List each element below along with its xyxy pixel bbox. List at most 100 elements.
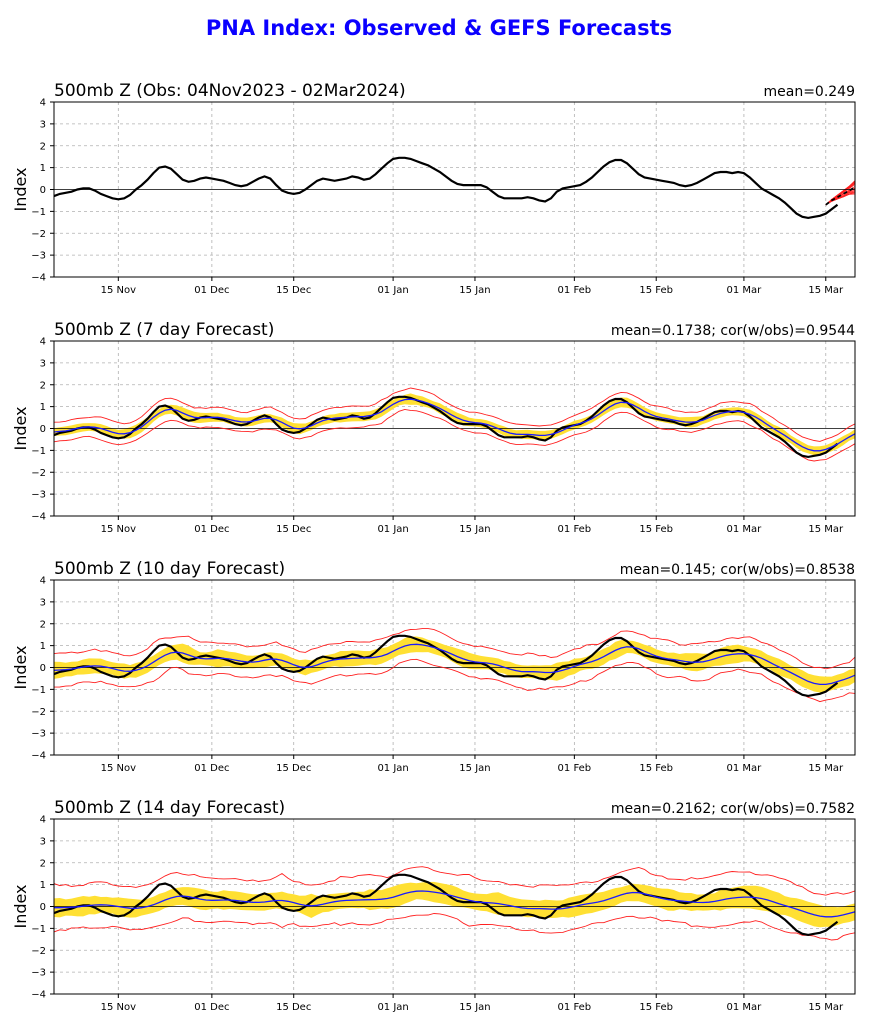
y-tick-label: −4 xyxy=(31,751,46,762)
x-tick-label: 15 Mar xyxy=(808,285,844,296)
y-axis-label: Index xyxy=(11,645,30,689)
x-tick-label: 01 Mar xyxy=(727,763,763,774)
x-tick-label: 15 Mar xyxy=(808,524,844,535)
x-tick-label: 01 Mar xyxy=(727,524,763,535)
panel-title: 500mb Z (Obs: 04Nov2023 - 02Mar2024) xyxy=(54,81,406,101)
y-tick-label: 0 xyxy=(40,185,46,196)
x-tick-label: 15 Jan xyxy=(459,285,490,296)
x-tick-label: 01 Feb xyxy=(558,763,592,774)
observed-line xyxy=(54,634,839,698)
x-tick-label: 15 Feb xyxy=(639,1002,673,1013)
x-tick-label: 01 Jan xyxy=(377,285,408,296)
x-tick-label: 15 Nov xyxy=(101,524,137,535)
x-tick-label: 01 Dec xyxy=(194,1002,229,1013)
ensemble-member-line xyxy=(825,180,855,206)
upper-extreme-line xyxy=(54,866,855,896)
main-title: PNA Index: Observed & GEFS Forecasts xyxy=(205,16,673,40)
y-tick-label: −2 xyxy=(31,229,46,240)
plot-frame xyxy=(53,101,856,278)
panel-title: 500mb Z (7 day Forecast) xyxy=(54,320,274,340)
x-tick-label: 01 Feb xyxy=(558,524,592,535)
panel-3: 500mb Z (10 day Forecast) mean=0.145; cor… xyxy=(11,559,856,774)
y-tick-label: 1 xyxy=(40,641,46,652)
y-tick-label: 2 xyxy=(40,858,46,869)
panel-stat: mean=0.249 xyxy=(763,84,855,100)
lower-extreme-line xyxy=(54,658,855,703)
y-axis-label: Index xyxy=(11,884,30,928)
y-axis-label: Index xyxy=(11,406,30,450)
x-tick-label: 01 Mar xyxy=(727,285,763,296)
y-tick-label: 3 xyxy=(40,358,46,369)
y-tick-label: −4 xyxy=(31,990,46,1001)
y-tick-label: −2 xyxy=(31,707,46,718)
y-tick-label: −1 xyxy=(31,446,46,457)
y-tick-label: −3 xyxy=(31,968,46,979)
x-tick-label: 15 Dec xyxy=(276,524,311,535)
x-tick-label: 15 Feb xyxy=(639,285,673,296)
x-tick-label: 15 Jan xyxy=(459,524,490,535)
y-tick-label: 1 xyxy=(40,880,46,891)
y-tick-label: 3 xyxy=(40,119,46,130)
plot-frame xyxy=(53,340,856,517)
y-tick-label: 4 xyxy=(40,576,46,587)
x-tick-label: 15 Jan xyxy=(459,1002,490,1013)
plot-frame xyxy=(53,579,856,756)
y-tick-label: 0 xyxy=(40,424,46,435)
upper-extreme-line xyxy=(54,628,855,670)
x-tick-label: 15 Nov xyxy=(101,1002,137,1013)
x-tick-label: 15 Jan xyxy=(459,763,490,774)
panel-4: 500mb Z (14 day Forecast) mean=0.2162; co… xyxy=(11,798,856,1013)
x-tick-label: 15 Dec xyxy=(276,285,311,296)
y-tick-label: 4 xyxy=(40,815,46,826)
y-tick-label: 3 xyxy=(40,597,46,608)
x-tick-label: 15 Nov xyxy=(101,285,137,296)
x-tick-label: 01 Jan xyxy=(377,1002,408,1013)
panel-title: 500mb Z (10 day Forecast) xyxy=(54,559,285,579)
x-tick-label: 15 Feb xyxy=(639,524,673,535)
x-tick-label: 15 Mar xyxy=(808,1002,844,1013)
y-tick-label: −1 xyxy=(31,924,46,935)
y-tick-label: 2 xyxy=(40,141,46,152)
x-tick-label: 15 Mar xyxy=(808,763,844,774)
spread-band xyxy=(54,881,855,928)
ensemble-member-line xyxy=(825,182,855,206)
x-tick-label: 01 Feb xyxy=(558,285,592,296)
y-tick-label: −1 xyxy=(31,685,46,696)
spread-band xyxy=(54,393,855,456)
panel-stat: mean=0.1738; cor(w/obs)=0.9544 xyxy=(611,323,855,339)
observed-line xyxy=(54,156,839,220)
ensemble-member-line xyxy=(825,186,855,206)
plot-frame xyxy=(53,818,856,995)
y-tick-label: 2 xyxy=(40,619,46,630)
y-tick-label: −1 xyxy=(31,207,46,218)
panel-stat: mean=0.2162; cor(w/obs)=0.7582 xyxy=(611,801,855,817)
ensemble-mean-line xyxy=(54,890,855,918)
y-tick-label: −2 xyxy=(31,946,46,957)
x-tick-label: 15 Dec xyxy=(276,1002,311,1013)
x-tick-label: 01 Dec xyxy=(194,524,229,535)
x-tick-label: 01 Dec xyxy=(194,763,229,774)
panel-stat: mean=0.145; cor(w/obs)=0.8538 xyxy=(620,562,855,578)
panel-1: 500mb Z (Obs: 04Nov2023 - 02Mar2024) mean… xyxy=(11,81,856,296)
y-tick-label: −4 xyxy=(31,273,46,284)
observed-line xyxy=(54,395,839,459)
ensemble-mean-line xyxy=(54,643,855,686)
y-tick-label: 1 xyxy=(40,402,46,413)
x-tick-label: 01 Jan xyxy=(377,524,408,535)
y-tick-label: −3 xyxy=(31,490,46,501)
x-tick-label: 15 Feb xyxy=(639,763,673,774)
x-tick-label: 15 Nov xyxy=(101,763,137,774)
observed-line xyxy=(54,873,839,937)
ensemble-member-line xyxy=(825,189,855,206)
upper-extreme-line xyxy=(54,387,855,442)
y-tick-label: 4 xyxy=(40,98,46,109)
y-tick-label: 2 xyxy=(40,380,46,391)
y-tick-label: −3 xyxy=(31,251,46,262)
ensemble-member-line xyxy=(825,190,855,206)
ensemble-mean-line xyxy=(54,398,855,452)
spread-band xyxy=(54,636,855,693)
y-axis-label: Index xyxy=(11,167,30,211)
x-tick-label: 01 Dec xyxy=(194,285,229,296)
y-tick-label: 4 xyxy=(40,337,46,348)
